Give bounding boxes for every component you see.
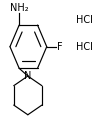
Text: F: F xyxy=(57,42,62,52)
Text: NH₂: NH₂ xyxy=(10,3,28,13)
Text: HCl: HCl xyxy=(76,15,93,25)
Text: HCl: HCl xyxy=(76,42,93,52)
Text: N: N xyxy=(24,71,32,81)
